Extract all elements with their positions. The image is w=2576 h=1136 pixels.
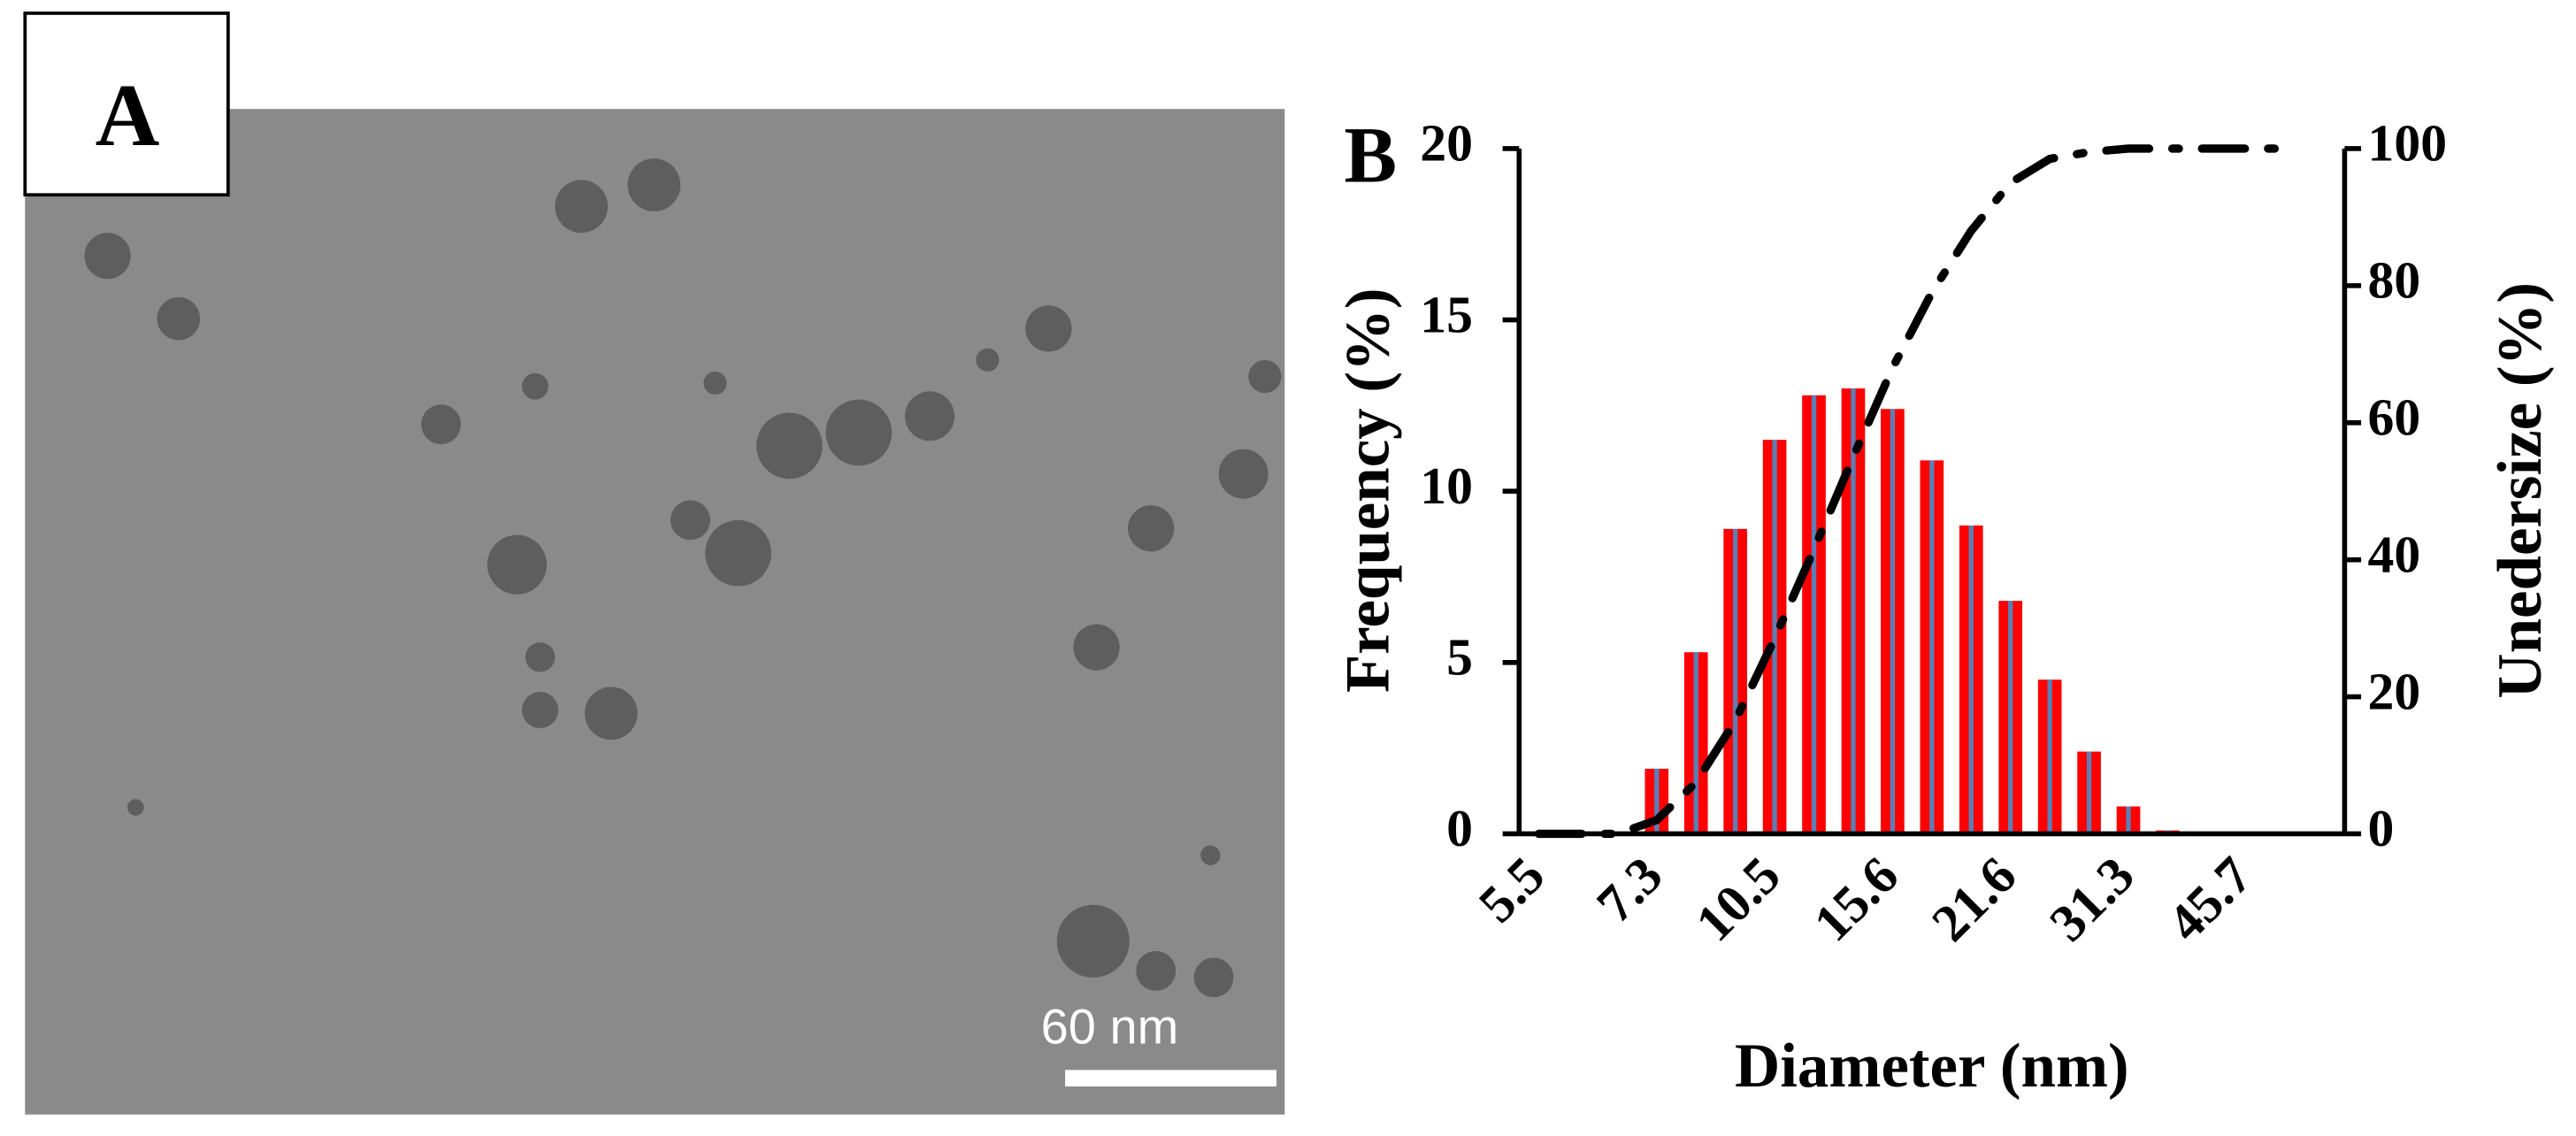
bar-core: [1811, 395, 1817, 834]
bar-core: [1772, 440, 1777, 834]
x-tick-label: 15.6: [1803, 846, 1910, 953]
panel-label: B: [1344, 111, 1397, 199]
y2-tick-label: 100: [2368, 114, 2448, 173]
bar-core: [2008, 601, 2013, 834]
tem-image: A 60 nm: [23, 12, 1285, 1115]
y-tick-label: 10: [1420, 457, 1473, 515]
y-axis-label: Frequency (%): [1333, 288, 1402, 694]
particles: [84, 158, 1282, 998]
bar-core: [1890, 409, 1896, 834]
y2-axis-label: Unedersize (%): [2486, 282, 2555, 699]
x-tick-label: 31.3: [2038, 846, 2145, 953]
bar-core: [1654, 768, 1660, 834]
bar-core: [2086, 751, 2092, 834]
y-tick-label: 15: [1420, 285, 1473, 343]
scale-bar: [1065, 1070, 1276, 1087]
bar-core: [1851, 388, 1856, 834]
x-tick-label: 7.3: [1585, 846, 1673, 933]
y-tick-label: 0: [1446, 799, 1473, 857]
bar-core: [2126, 806, 2131, 834]
x-tick-label: 10.5: [1684, 846, 1791, 953]
bar-core: [1693, 652, 1698, 834]
x-tick-label: 45.7: [2157, 846, 2264, 953]
bar-core: [1968, 525, 1974, 834]
x-tick-label: 5.5: [1468, 846, 1555, 933]
y2-tick-label: 40: [2368, 525, 2421, 583]
panel-label: A: [96, 65, 160, 165]
bar-core: [1929, 460, 1935, 834]
x-axis-label: Diameter (nm): [1735, 1032, 2129, 1101]
panel-label-box: [23, 12, 230, 197]
y2-tick-label: 80: [2368, 251, 2421, 310]
bar-core: [2047, 679, 2052, 834]
scale-bar-label: 60 nm: [1041, 998, 1179, 1054]
x-tick-label: 21.6: [1920, 846, 2028, 953]
cumulative-line: [1534, 144, 2290, 839]
bar-core: [1733, 528, 1738, 834]
y2-tick-label: 20: [2368, 662, 2421, 720]
y-tick-label: 5: [1446, 628, 1473, 687]
y2-tick-label: 0: [2368, 799, 2395, 857]
y-tick-label: 20: [1420, 114, 1473, 173]
y2-tick-label: 60: [2368, 388, 2421, 446]
